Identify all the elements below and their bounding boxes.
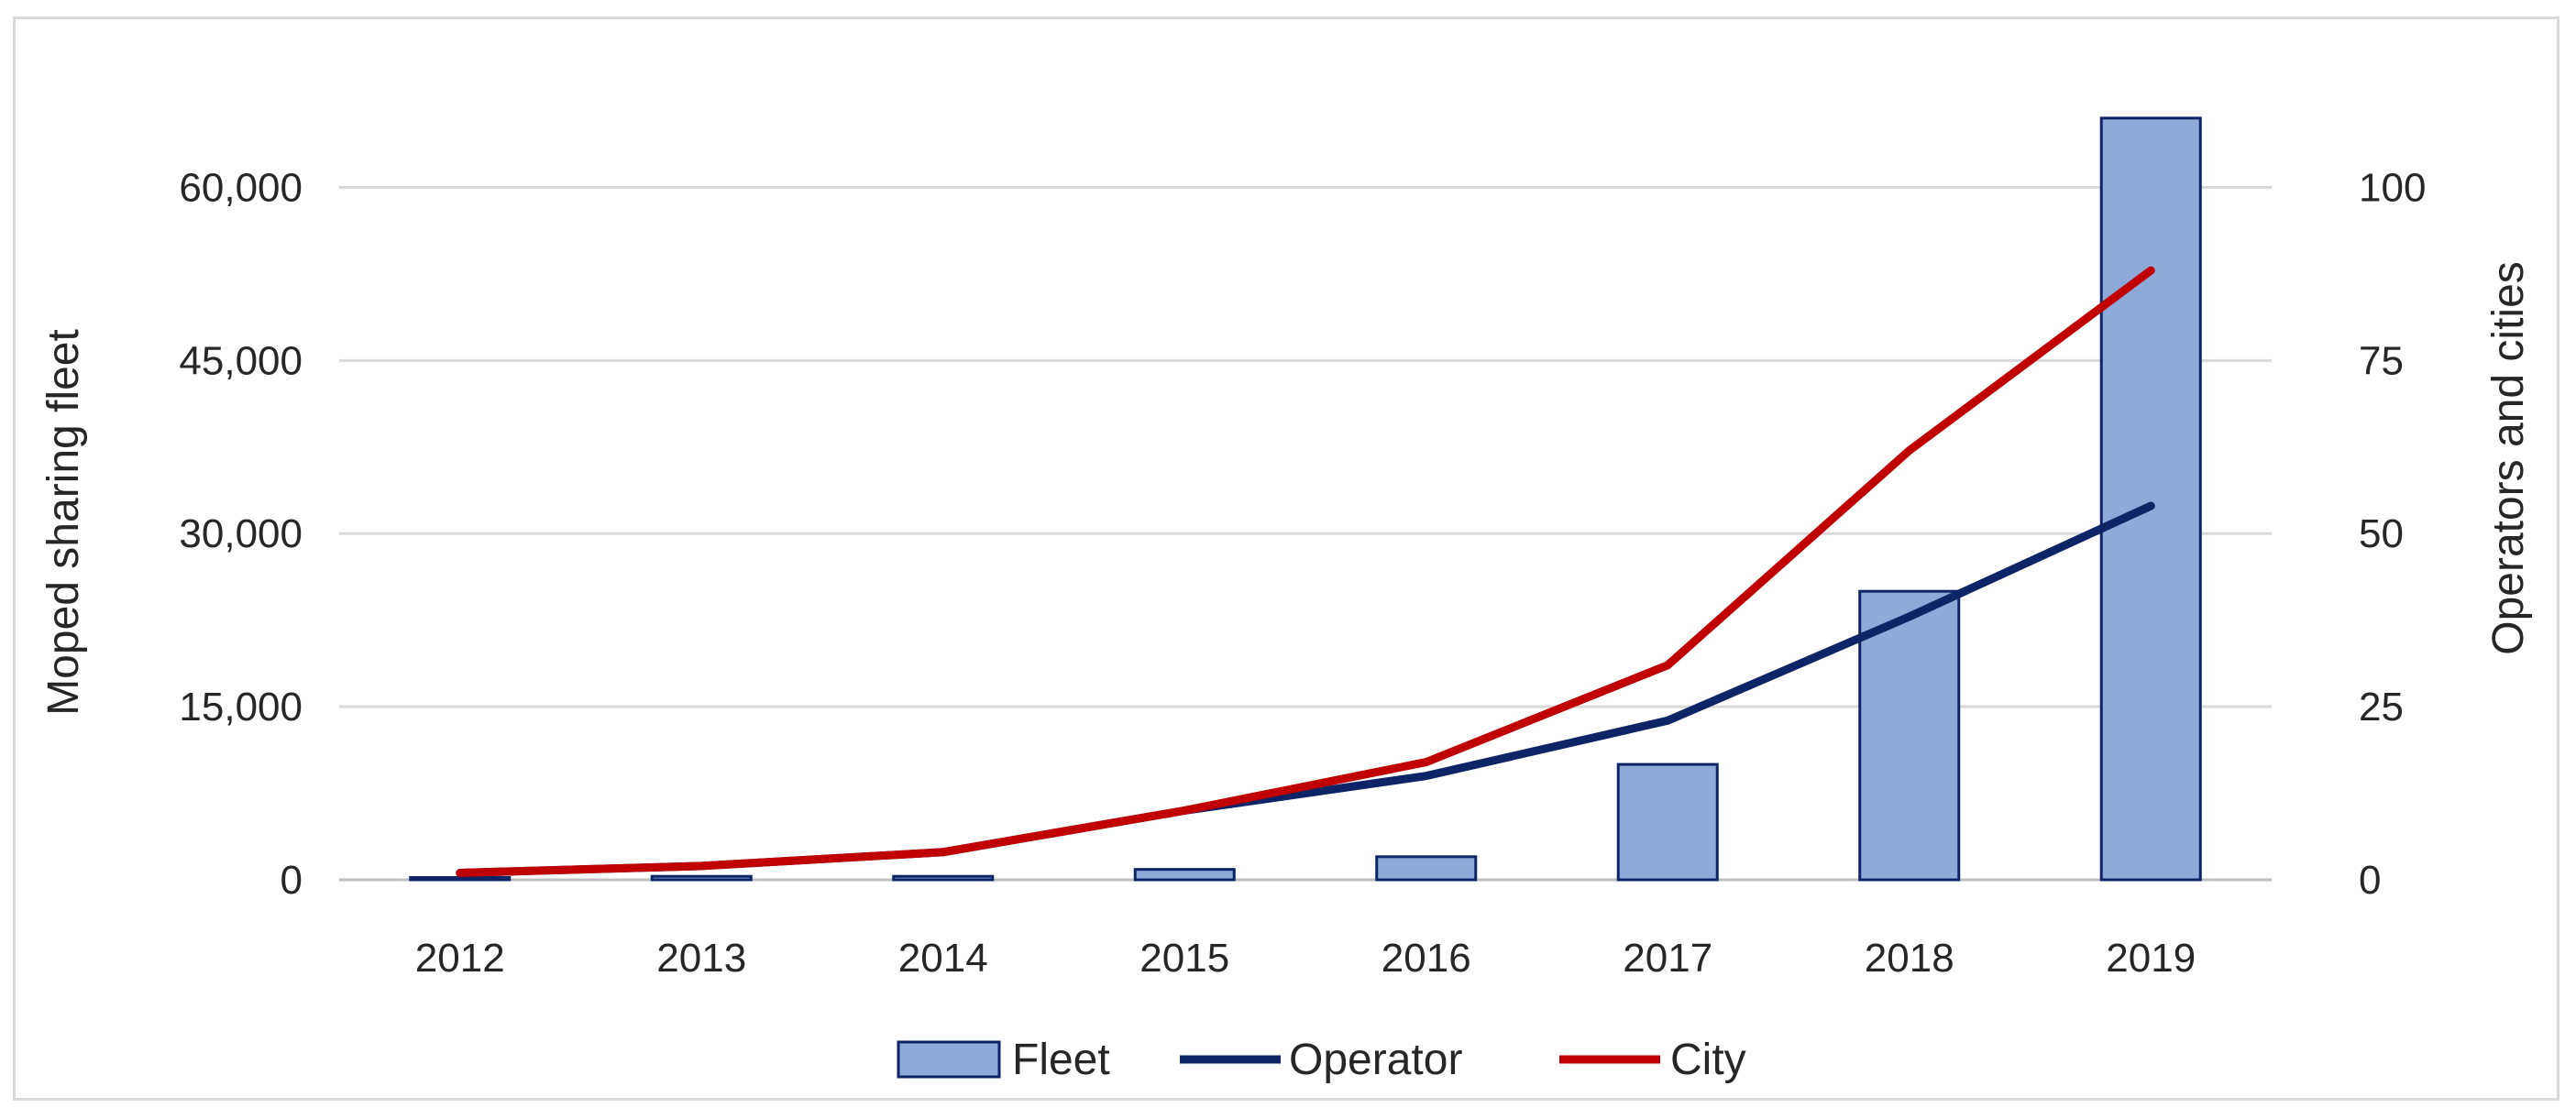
fleet-bars bbox=[409, 116, 2202, 882]
x-tick-label: 2018 bbox=[1865, 936, 1954, 981]
y2-tick-label: 100 bbox=[2359, 165, 2426, 210]
x-tick-label: 2019 bbox=[2106, 936, 2196, 981]
legend-operator-label: Operator bbox=[1289, 1036, 1462, 1084]
legend-fleet-swatch bbox=[897, 1040, 1001, 1079]
y-tick-label: 0 bbox=[281, 858, 303, 903]
y-tick-label: 30,000 bbox=[179, 511, 303, 556]
x-tick-label: 2017 bbox=[1623, 936, 1712, 981]
legend-fleet-label: Fleet bbox=[1012, 1036, 1110, 1084]
legend: Fleet Operator City bbox=[897, 1036, 1746, 1084]
city-line bbox=[456, 266, 2155, 877]
y-tick-label: 60,000 bbox=[179, 165, 303, 210]
y2-tick-label: 75 bbox=[2359, 338, 2404, 383]
x-tick-label: 2015 bbox=[1139, 936, 1229, 981]
y2-tick-label: 0 bbox=[2359, 858, 2381, 903]
x-tick-label: 2013 bbox=[656, 936, 746, 981]
fleet-bar bbox=[1616, 762, 1719, 882]
fleet-bar bbox=[1375, 855, 1478, 882]
fleet-bar bbox=[409, 875, 512, 882]
y2-tick-label: 50 bbox=[2359, 511, 2404, 556]
x-axis-ticks: 2012 2013 2014 2015 2016 2017 2018 2019 bbox=[415, 936, 2196, 981]
fleet-bar bbox=[650, 874, 753, 882]
y-tick-label: 15,000 bbox=[179, 685, 303, 730]
y-tick-label: 45,000 bbox=[179, 338, 303, 383]
x-tick-label: 2012 bbox=[415, 936, 505, 981]
left-axis-ticks: 0 15,000 30,000 45,000 60,000 bbox=[179, 165, 303, 903]
right-axis-ticks: 0 25 50 75 100 bbox=[2359, 165, 2426, 903]
x-tick-label: 2016 bbox=[1382, 936, 1471, 981]
fleet-bar bbox=[2099, 116, 2202, 882]
fleet-bar bbox=[892, 874, 995, 882]
gridlines bbox=[339, 185, 2272, 882]
legend-city-label: City bbox=[1670, 1036, 1746, 1084]
fleet-bar bbox=[1858, 589, 1961, 882]
y2-axis-title: Operators and cities bbox=[2484, 261, 2533, 655]
fleet-bar bbox=[1133, 868, 1236, 882]
x-tick-label: 2014 bbox=[898, 936, 988, 981]
y-axis-title: Moped sharing fleet bbox=[39, 329, 88, 716]
y2-tick-label: 25 bbox=[2359, 685, 2404, 730]
series-lines bbox=[456, 266, 2155, 877]
